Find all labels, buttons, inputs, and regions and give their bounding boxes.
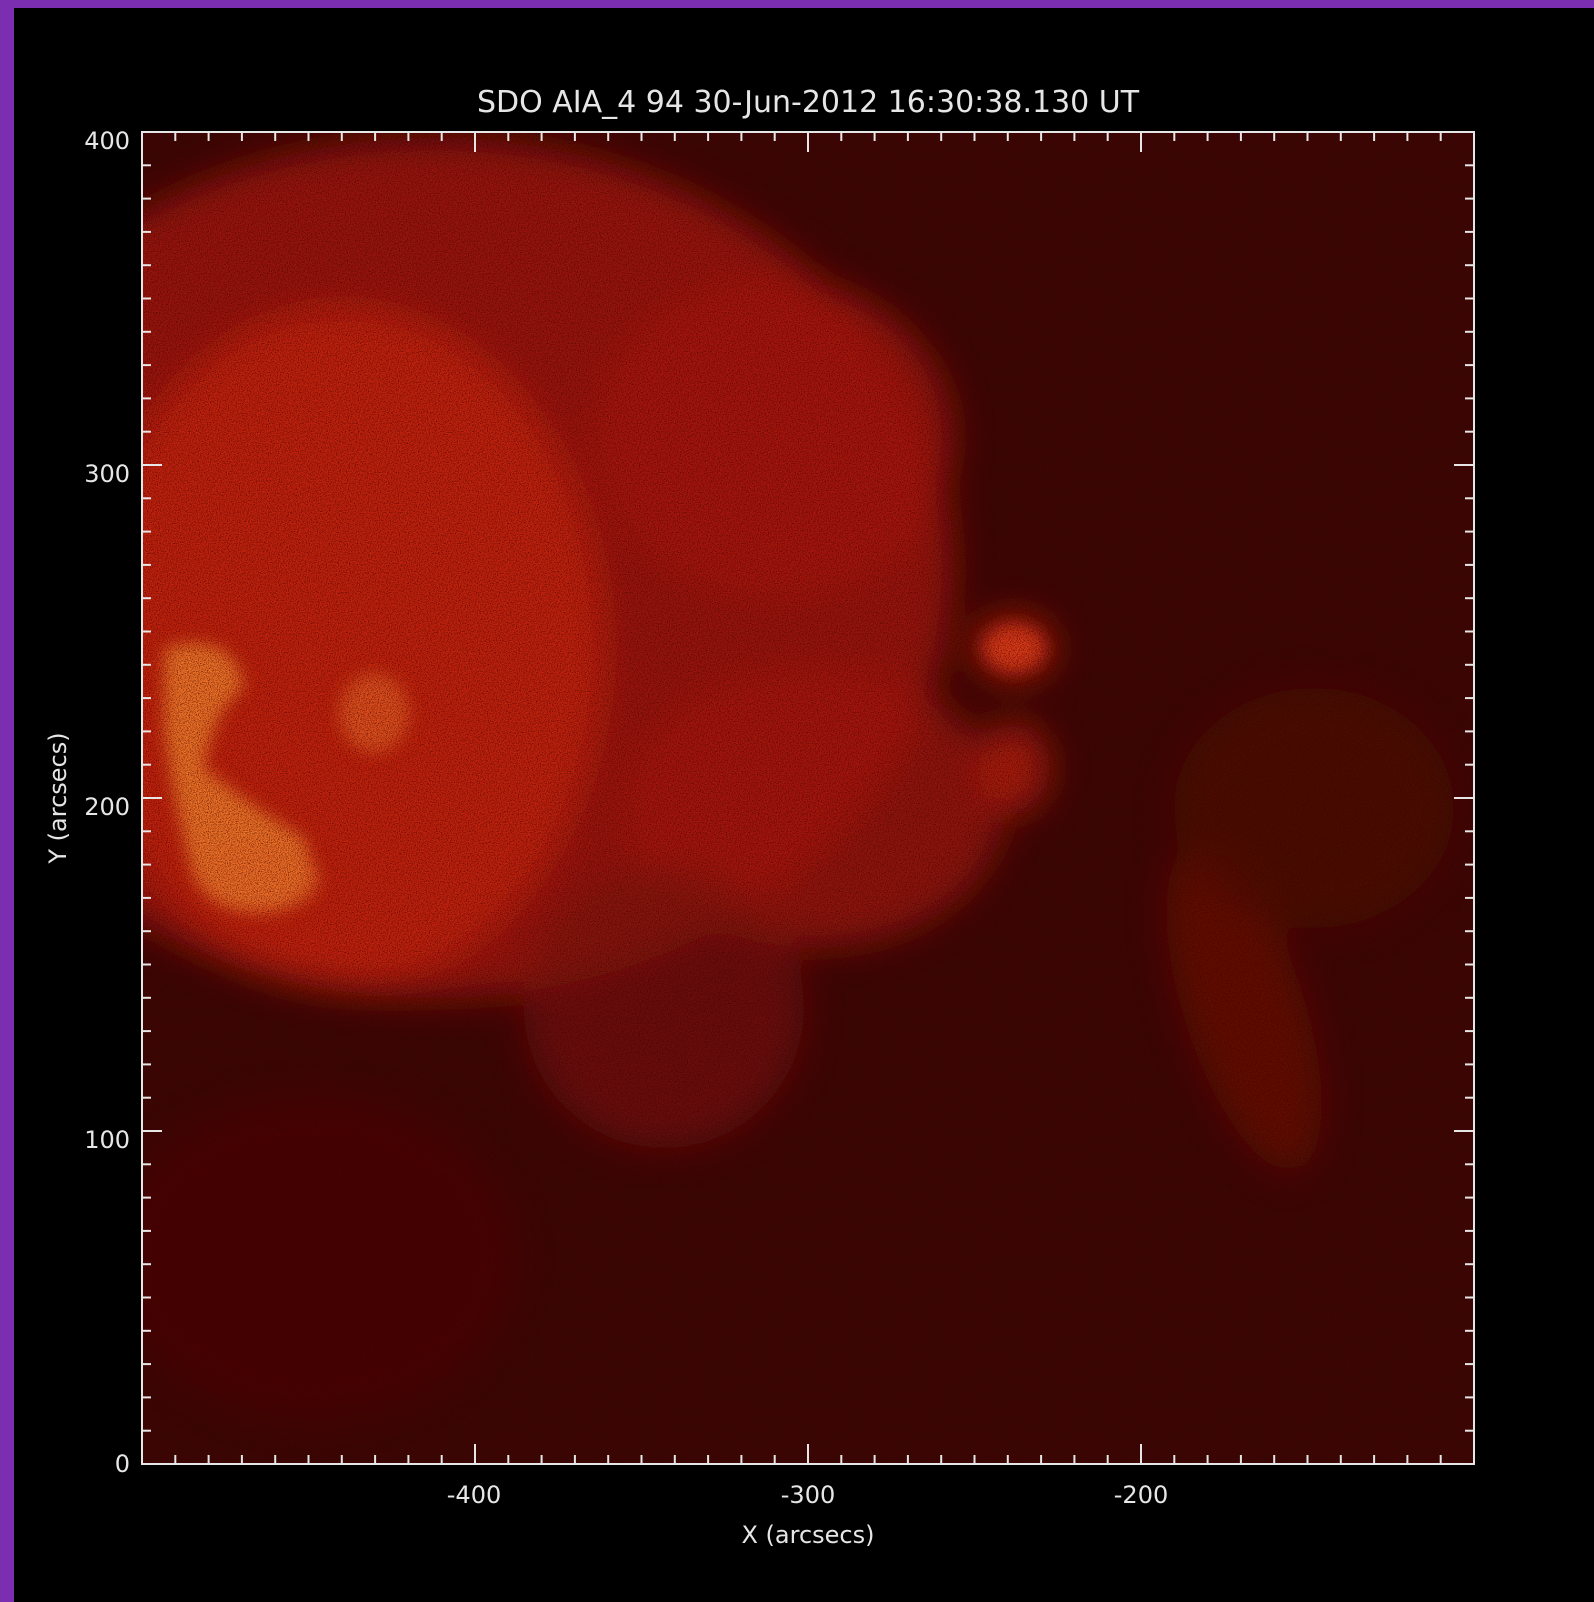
y-tick-label: 300 — [84, 460, 130, 488]
y-tick-label: 0 — [115, 1450, 130, 1478]
solar-euv-image — [142, 132, 1474, 1464]
axis-ticks — [141, 131, 1475, 1465]
plot-title: SDO AIA_4 94 30-Jun-2012 16:30:38.130 UT — [477, 85, 1140, 120]
x-tick-label: -400 — [447, 1481, 501, 1509]
y-tick-label: 200 — [84, 793, 130, 821]
y-tick-labels: 400 300 200 100 0 — [84, 127, 130, 1478]
x-tick-label: -300 — [781, 1481, 835, 1509]
x-tick-labels: -400 -300 -200 — [447, 1481, 1168, 1509]
y-axis-label: Y (arcsecs) — [44, 732, 72, 864]
y-tick-label: 100 — [84, 1126, 130, 1154]
x-axis-label: X (arcsecs) — [741, 1521, 874, 1549]
y-tick-label: 400 — [84, 127, 130, 155]
plot-canvas: -400 -300 -200 400 300 200 100 0 SDO AIA… — [44, 85, 1475, 1549]
x-tick-label: -200 — [1114, 1481, 1168, 1509]
figure-frame: -400 -300 -200 400 300 200 100 0 SDO AIA… — [14, 8, 1594, 1602]
